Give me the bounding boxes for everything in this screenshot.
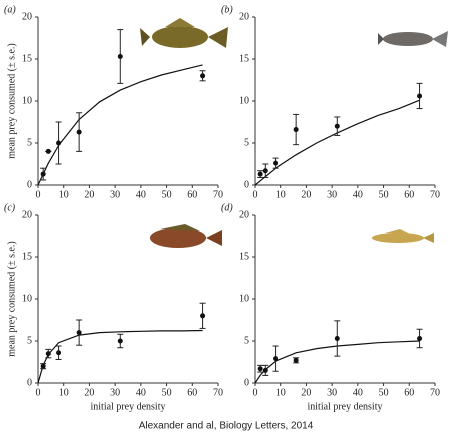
data-point (294, 358, 299, 363)
data-point (263, 168, 268, 173)
x-tick-label: 50 (162, 189, 172, 200)
data-point (200, 73, 205, 78)
y-tick-label: 20 (22, 11, 32, 22)
figure: Alexander and al, Biology Letters, 2014 … (0, 0, 453, 434)
x-tick-label: 10 (59, 387, 69, 398)
y-tick-label: 0 (244, 179, 249, 190)
y-tick-label: 5 (244, 137, 249, 148)
x-tick-label: 30 (327, 387, 337, 398)
data-point (417, 336, 422, 341)
data-point (200, 313, 205, 318)
data-point (417, 93, 422, 98)
data-point (41, 364, 46, 369)
fish-b (378, 31, 448, 47)
x-tick-label: 70 (213, 387, 223, 398)
y-tick-label: 20 (22, 209, 32, 220)
x-tick-label: 20 (301, 189, 311, 200)
caption: Alexander and al, Biology Letters, 2014 (139, 421, 314, 432)
x-axis-label: initial prey density (308, 401, 383, 412)
data-point (294, 127, 299, 132)
x-tick-label: 50 (379, 387, 389, 398)
x-tick-label: 50 (379, 189, 389, 200)
x-tick-label: 30 (110, 387, 120, 398)
y-tick-label: 15 (239, 53, 249, 64)
data-point (258, 172, 263, 177)
data-point (118, 339, 123, 344)
panel-label: (b) (221, 4, 233, 15)
x-tick-label: 60 (187, 387, 197, 398)
data-point (263, 368, 268, 373)
panel-label: (a) (4, 4, 16, 15)
x-tick-label: 30 (110, 189, 120, 200)
data-point (46, 149, 51, 154)
x-tick-label: 20 (301, 387, 311, 398)
x-tick-label: 20 (84, 189, 94, 200)
x-tick-label: 10 (276, 189, 286, 200)
data-point (273, 356, 278, 361)
panel-label: (c) (4, 202, 16, 213)
x-axis-label: initial prey density (91, 401, 166, 412)
data-point (118, 54, 123, 59)
fish-a (140, 18, 228, 48)
y-tick-label: 15 (22, 251, 32, 262)
x-tick-label: 60 (187, 189, 197, 200)
y-tick-label: 10 (22, 293, 32, 304)
x-tick-label: 40 (353, 189, 363, 200)
x-tick-label: 60 (404, 387, 414, 398)
x-tick-label: 0 (36, 387, 41, 398)
x-tick-label: 30 (327, 189, 337, 200)
data-point (258, 366, 263, 371)
y-axis-label: mean prey consumed (± s.e.) (6, 241, 17, 356)
data-point (56, 350, 61, 355)
y-tick-label: 20 (239, 11, 249, 22)
x-tick-label: 70 (430, 387, 440, 398)
data-point (335, 124, 340, 129)
x-tick-label: 20 (84, 387, 94, 398)
x-tick-label: 0 (253, 387, 258, 398)
y-tick-label: 5 (27, 335, 32, 346)
x-tick-label: 70 (430, 189, 440, 200)
y-axis-label: mean prey consumed (± s.e.) (6, 43, 17, 158)
y-tick-label: 5 (27, 137, 32, 148)
y-tick-label: 0 (244, 377, 249, 388)
x-tick-label: 40 (136, 189, 146, 200)
data-point (77, 330, 82, 335)
y-tick-label: 15 (22, 53, 32, 64)
data-point (335, 336, 340, 341)
x-tick-label: 60 (404, 189, 414, 200)
x-tick-label: 50 (162, 387, 172, 398)
fit-curve (255, 100, 420, 185)
y-tick-label: 10 (239, 293, 249, 304)
y-tick-label: 10 (239, 95, 249, 106)
data-point (56, 141, 61, 146)
y-tick-label: 10 (22, 95, 32, 106)
x-tick-label: 40 (353, 387, 363, 398)
y-tick-label: 0 (27, 179, 32, 190)
x-tick-label: 10 (59, 189, 69, 200)
y-tick-label: 15 (239, 251, 249, 262)
fish-c (150, 224, 222, 248)
x-tick-label: 70 (213, 189, 223, 200)
data-point (273, 161, 278, 166)
x-tick-label: 10 (276, 387, 286, 398)
panel-label: (d) (221, 202, 233, 213)
data-point (46, 351, 51, 356)
data-point (77, 130, 82, 135)
x-tick-label: 0 (253, 189, 258, 200)
fish-d (372, 229, 434, 243)
x-tick-label: 0 (36, 189, 41, 200)
data-point (41, 172, 46, 177)
x-tick-label: 40 (136, 387, 146, 398)
y-tick-label: 20 (239, 209, 249, 220)
y-tick-label: 5 (244, 335, 249, 346)
y-tick-label: 0 (27, 377, 32, 388)
